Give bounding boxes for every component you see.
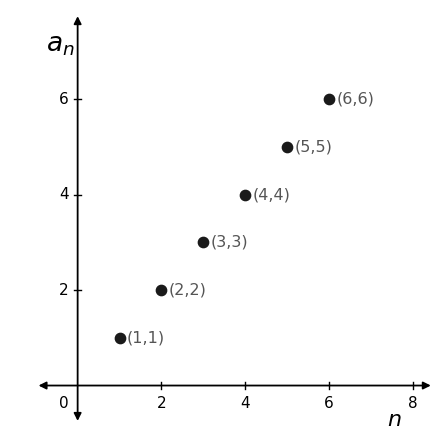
Point <box>283 144 291 151</box>
Text: (5,5): (5,5) <box>295 140 333 154</box>
Text: 4: 4 <box>240 396 250 411</box>
Point <box>241 191 249 198</box>
Text: 0: 0 <box>59 396 68 411</box>
Text: (2,2): (2,2) <box>169 283 207 297</box>
Text: (6,6): (6,6) <box>337 92 374 107</box>
Text: 8: 8 <box>408 396 417 411</box>
Point <box>158 286 165 293</box>
Text: 6: 6 <box>59 92 68 107</box>
Point <box>325 96 333 103</box>
Text: 2: 2 <box>156 396 166 411</box>
Text: (3,3): (3,3) <box>211 235 249 250</box>
Text: (4,4): (4,4) <box>253 187 291 202</box>
Text: $a_n$: $a_n$ <box>46 33 75 58</box>
Text: 6: 6 <box>324 396 334 411</box>
Point <box>200 239 207 246</box>
Text: (1,1): (1,1) <box>127 330 165 345</box>
Text: 4: 4 <box>59 187 68 202</box>
Text: 2: 2 <box>59 283 68 297</box>
Text: $n$: $n$ <box>387 410 401 430</box>
Point <box>116 334 123 341</box>
